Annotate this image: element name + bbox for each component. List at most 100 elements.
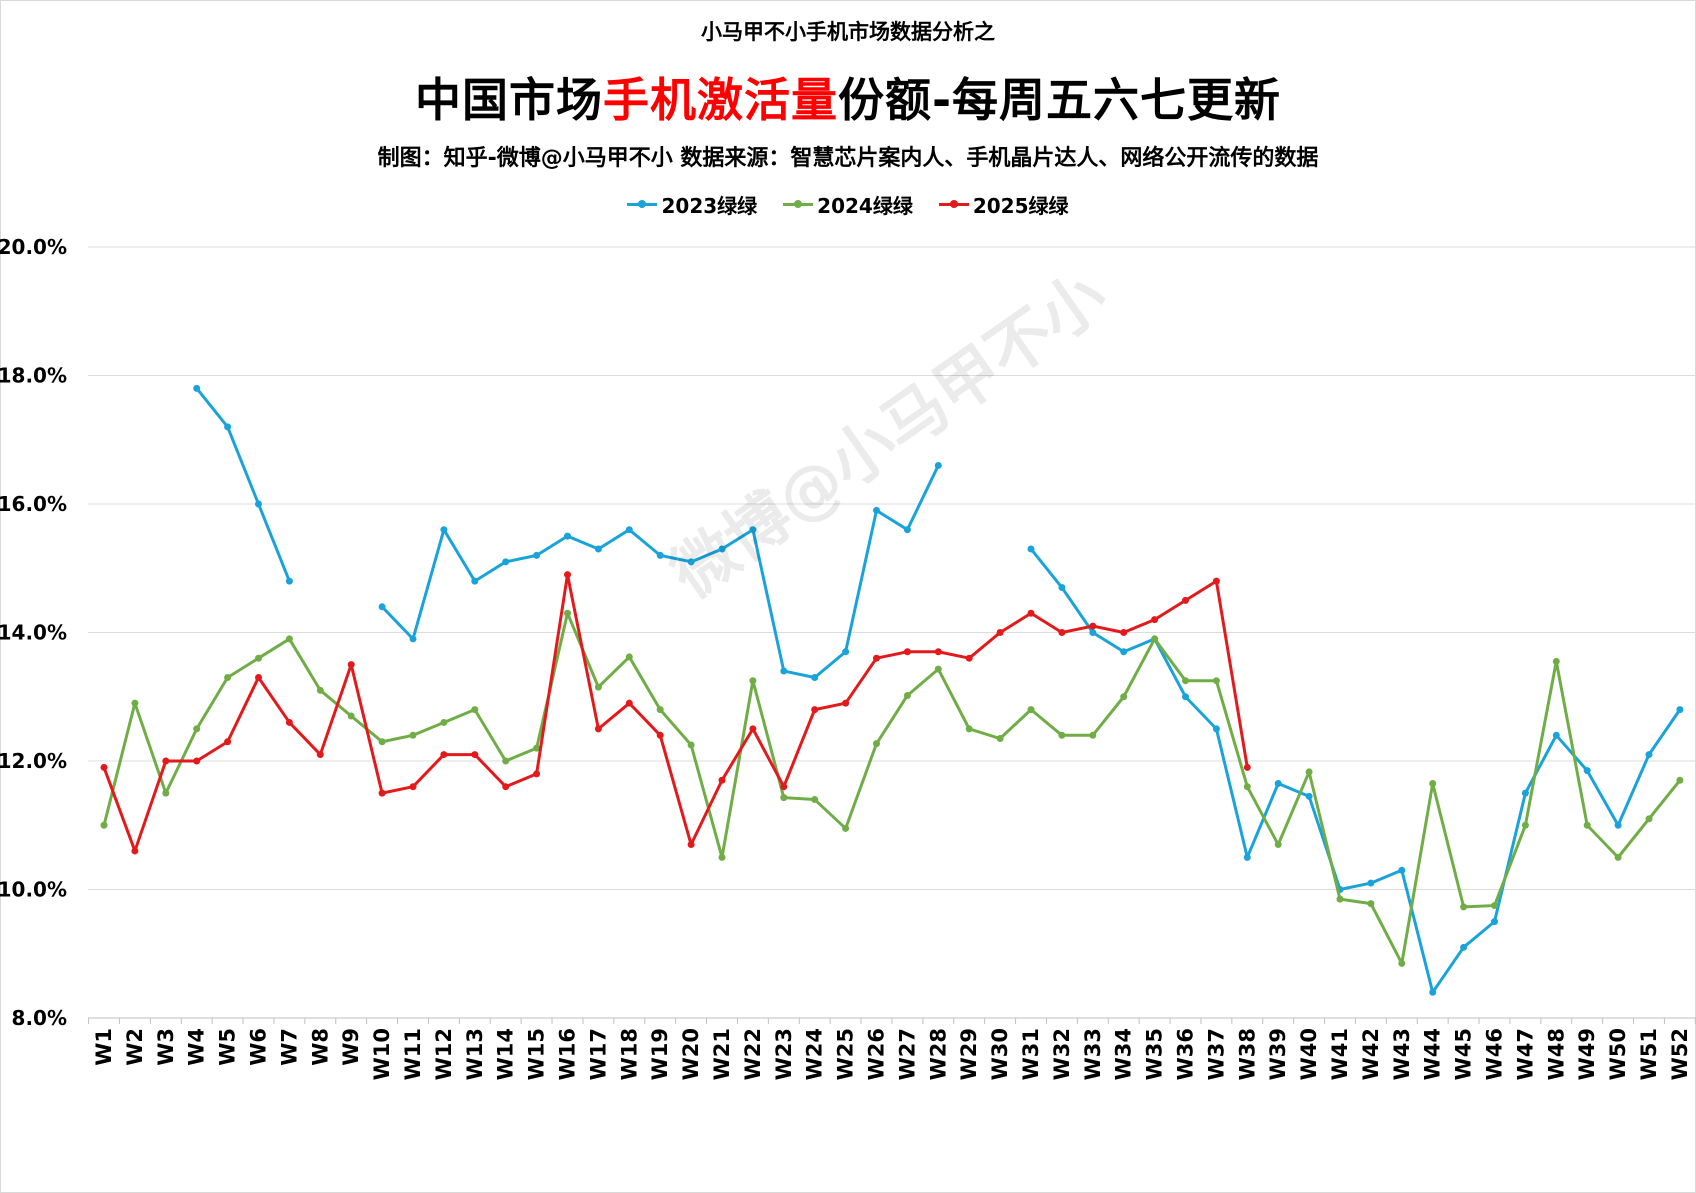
series-1 — [100, 609, 1684, 967]
data-point — [533, 770, 541, 778]
data-point — [285, 577, 293, 585]
x-tick-label: W17 — [586, 1028, 610, 1080]
data-point — [656, 731, 664, 739]
chart-supertitle: 小马甲不小手机市场数据分析之 — [701, 20, 995, 44]
x-tick-label: W38 — [1235, 1028, 1259, 1080]
x-tick-label: W33 — [1081, 1028, 1105, 1080]
data-point — [780, 667, 788, 675]
data-point — [1583, 767, 1591, 775]
data-point — [749, 526, 757, 534]
data-point — [1521, 821, 1529, 829]
data-point — [409, 783, 417, 791]
x-tick-label: W40 — [1297, 1028, 1321, 1080]
data-point — [1120, 629, 1128, 636]
data-point — [1212, 577, 1220, 585]
data-point — [873, 654, 880, 662]
x-tick-label: W7 — [277, 1028, 301, 1066]
chart-title: 中国市场手机激活量份额-每周五六七更新 — [0, 64, 1696, 130]
x-tick-label: W52 — [1668, 1028, 1692, 1080]
data-point — [687, 841, 695, 849]
data-point — [502, 783, 510, 791]
x-tick-label: W39 — [1266, 1028, 1290, 1080]
data-point — [1212, 725, 1220, 733]
data-point — [780, 794, 788, 802]
legend-swatch — [627, 200, 658, 208]
data-point — [934, 461, 942, 469]
data-point — [409, 731, 417, 739]
data-point — [564, 609, 571, 617]
x-tick-label: W15 — [525, 1028, 549, 1080]
data-point — [316, 686, 324, 694]
data-point — [1614, 821, 1622, 829]
x-tick-label: W37 — [1204, 1028, 1228, 1080]
data-point — [131, 699, 139, 707]
data-point — [656, 706, 664, 714]
data-point — [934, 648, 942, 656]
data-point — [1552, 731, 1560, 739]
x-tick-label: W26 — [865, 1028, 889, 1080]
series-line — [1029, 548, 1682, 994]
data-point — [965, 725, 973, 733]
data-point — [903, 691, 911, 699]
data-point — [1645, 815, 1653, 823]
data-point — [471, 706, 479, 714]
x-tick-label: W3 — [154, 1028, 178, 1066]
data-point — [100, 821, 108, 829]
data-point — [656, 551, 664, 559]
x-tick-label: W29 — [957, 1028, 981, 1080]
data-point — [1027, 706, 1035, 714]
data-point — [965, 654, 973, 662]
data-point — [378, 789, 386, 797]
x-tick-label: W49 — [1575, 1028, 1599, 1080]
data-point — [594, 545, 602, 553]
data-point — [193, 384, 201, 392]
data-point — [1182, 693, 1189, 701]
x-tick-label: W47 — [1513, 1028, 1537, 1080]
data-point — [1367, 879, 1375, 887]
data-point — [1614, 853, 1622, 861]
data-point — [1089, 731, 1097, 739]
legend-item-2: 2025绿绿 — [938, 190, 1069, 219]
data-point — [471, 751, 479, 759]
data-point — [1058, 584, 1066, 592]
x-tick-label: W44 — [1421, 1028, 1445, 1080]
legend-label: 2023绿绿 — [661, 194, 758, 218]
data-point — [378, 603, 386, 611]
data-point — [1151, 635, 1159, 643]
data-point — [1305, 792, 1313, 800]
data-point — [1583, 821, 1591, 829]
data-point — [749, 677, 757, 685]
data-point — [625, 699, 633, 707]
data-point — [1521, 789, 1529, 797]
title-highlight: 手机激活量 — [602, 73, 838, 127]
x-tick-label: W16 — [556, 1028, 580, 1080]
legend-item-1: 2024绿绿 — [783, 190, 913, 219]
data-point — [1243, 853, 1251, 861]
data-point — [780, 783, 788, 791]
data-point — [224, 423, 232, 431]
data-point — [564, 532, 571, 540]
data-point — [193, 725, 201, 733]
x-tick-label: W31 — [1019, 1028, 1043, 1080]
chart-subtitle: 制图：知乎-微博@小马甲不小 数据来源：智慧芯片案内人、手机晶片达人、网络公开流… — [377, 146, 1319, 171]
x-tick-label: W1 — [92, 1028, 116, 1066]
data-point — [564, 571, 571, 579]
y-tick-label: 16.0% — [0, 492, 67, 516]
data-point — [162, 757, 170, 765]
data-point — [687, 741, 695, 749]
x-tick-label: W27 — [895, 1028, 919, 1080]
x-tick-label: W34 — [1112, 1028, 1136, 1080]
x-tick-label: W4 — [185, 1028, 209, 1066]
legend: 2023绿绿 2024绿绿 2025绿绿 — [0, 190, 1696, 219]
data-point — [1151, 616, 1159, 624]
data-point — [131, 847, 139, 855]
x-tick-label: W46 — [1483, 1028, 1507, 1080]
data-point — [1274, 841, 1282, 849]
gridlines — [88, 246, 1696, 1019]
legend-label: 2025绿绿 — [972, 194, 1069, 218]
x-tick-label: W12 — [432, 1028, 456, 1080]
x-tick-label: W21 — [710, 1028, 734, 1080]
x-tick-label: W23 — [772, 1028, 796, 1080]
data-point — [285, 635, 293, 643]
y-tick-label: 20.0% — [0, 235, 67, 259]
